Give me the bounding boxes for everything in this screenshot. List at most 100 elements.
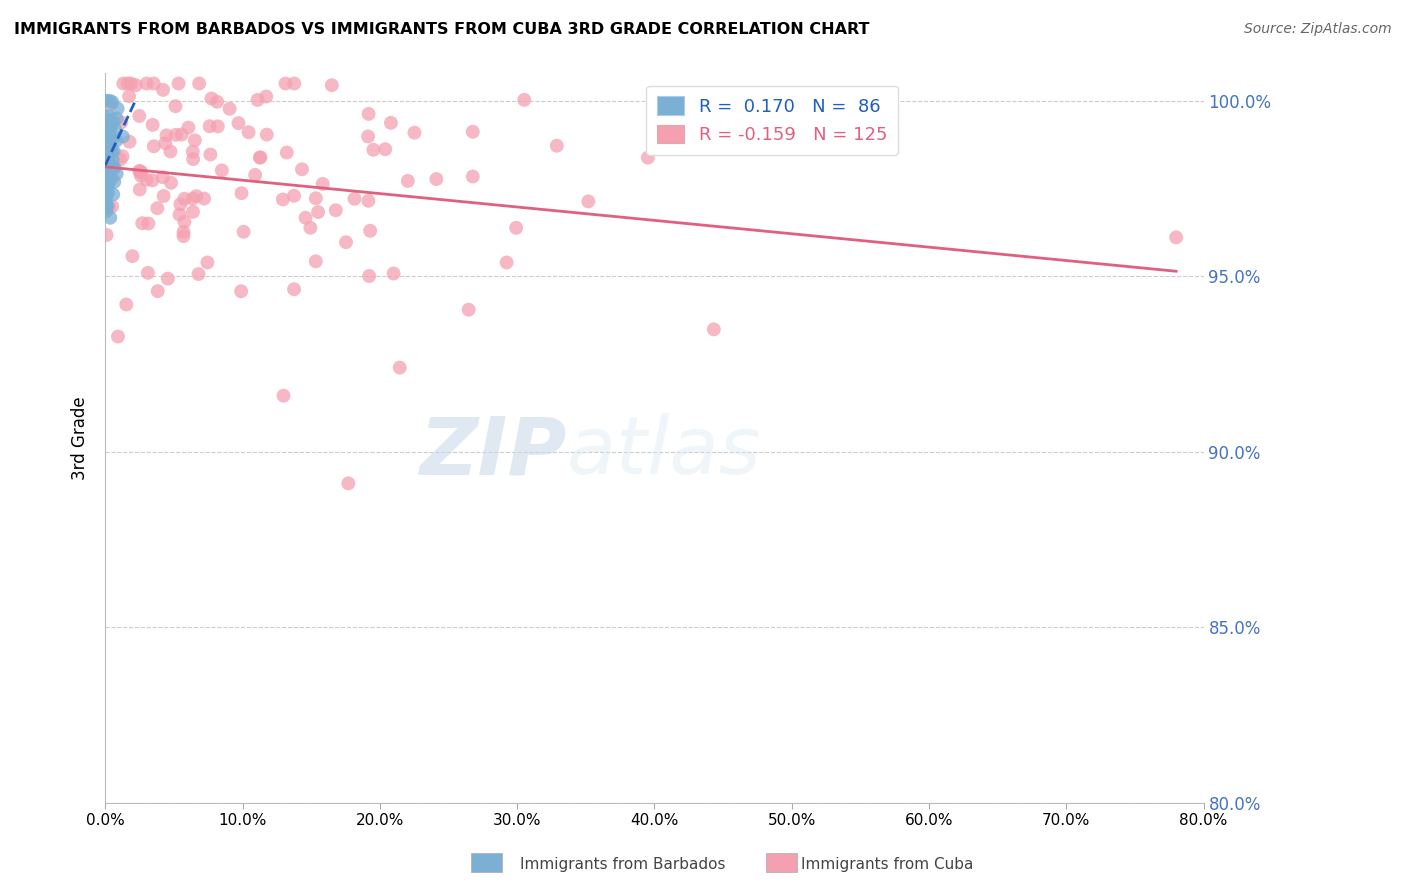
Point [312, 177, 335, 191]
Point [100, 120, 122, 134]
Point [457, 302, 479, 317]
Point [94, 204, 117, 219]
Point [218, 102, 240, 116]
Point [96, 157, 118, 171]
Point [98, 126, 121, 140]
Point [152, 83, 174, 97]
Point [200, 91, 222, 105]
Point [135, 77, 157, 91]
Point [703, 322, 725, 336]
Point [103, 187, 125, 202]
Point [96, 227, 118, 242]
Point [96, 165, 118, 179]
Point [118, 135, 141, 149]
Point [142, 139, 165, 153]
Point [100, 159, 122, 173]
Point [211, 163, 233, 178]
Point [461, 169, 484, 184]
Text: Immigrants from Cuba: Immigrants from Cuba [801, 857, 974, 872]
Point [291, 162, 314, 177]
Point [98, 124, 121, 138]
Point [98, 112, 121, 127]
Point [205, 95, 228, 109]
Point [325, 203, 347, 218]
Point [110, 115, 132, 129]
Point [97, 131, 120, 145]
Point [98, 122, 121, 136]
Point [256, 128, 278, 142]
Point [246, 93, 269, 107]
Point [243, 168, 266, 182]
Point [335, 235, 357, 250]
Legend: R =  0.170   N =  86, R = -0.159   N = 125: R = 0.170 N = 86, R = -0.159 N = 125 [647, 86, 898, 155]
Point [357, 194, 380, 208]
Point [98, 169, 121, 183]
Point [128, 165, 150, 179]
Point [388, 360, 411, 375]
Point [283, 282, 305, 296]
Point [110, 153, 132, 167]
Point [181, 152, 204, 166]
Point [200, 147, 222, 161]
Point [98, 211, 121, 225]
Point [128, 109, 150, 123]
Point [359, 268, 381, 283]
Point [94, 160, 117, 174]
Point [97, 154, 120, 169]
Point [152, 189, 174, 203]
Point [107, 329, 129, 343]
Point [138, 217, 160, 231]
Point [136, 266, 159, 280]
Point [173, 215, 195, 229]
Point [96, 175, 118, 189]
Point [152, 170, 174, 185]
Point [98, 94, 121, 108]
Point [198, 120, 221, 134]
Text: IMMIGRANTS FROM BARBADOS VS IMMIGRANTS FROM CUBA 3RD GRADE CORRELATION CHART: IMMIGRANTS FROM BARBADOS VS IMMIGRANTS F… [14, 22, 869, 37]
Point [155, 128, 177, 143]
Point [112, 77, 135, 91]
Point [380, 116, 402, 130]
Point [172, 229, 194, 244]
Point [96, 160, 118, 174]
Point [96, 160, 118, 174]
Point [96, 161, 118, 176]
Point [97, 178, 120, 192]
Point [305, 191, 328, 205]
Point [1166, 230, 1188, 244]
Point [363, 143, 385, 157]
Point [283, 188, 305, 202]
Point [238, 125, 260, 139]
Point [170, 128, 193, 142]
Point [160, 176, 183, 190]
Point [173, 192, 195, 206]
Point [186, 189, 208, 203]
Point [283, 77, 305, 91]
Point [94, 187, 117, 202]
Point [100, 97, 122, 112]
Point [105, 167, 128, 181]
Point [97, 162, 120, 177]
Point [96, 154, 118, 169]
Point [96, 156, 118, 170]
Text: ZIP: ZIP [419, 413, 567, 491]
Point [104, 122, 127, 136]
Point [94, 171, 117, 186]
Point [97, 132, 120, 146]
Point [103, 161, 125, 175]
Point [274, 77, 297, 91]
Point [271, 193, 294, 207]
Point [96, 149, 118, 163]
Point [96, 177, 118, 191]
Point [101, 153, 124, 168]
Point [231, 186, 253, 201]
Point [128, 164, 150, 178]
Point [207, 120, 229, 134]
Y-axis label: 3rd Grade: 3rd Grade [72, 396, 89, 480]
Point [97, 201, 120, 215]
Point [141, 173, 163, 187]
Point [101, 199, 124, 213]
Point [97, 138, 120, 153]
Point [97, 199, 120, 213]
Point [156, 271, 179, 285]
